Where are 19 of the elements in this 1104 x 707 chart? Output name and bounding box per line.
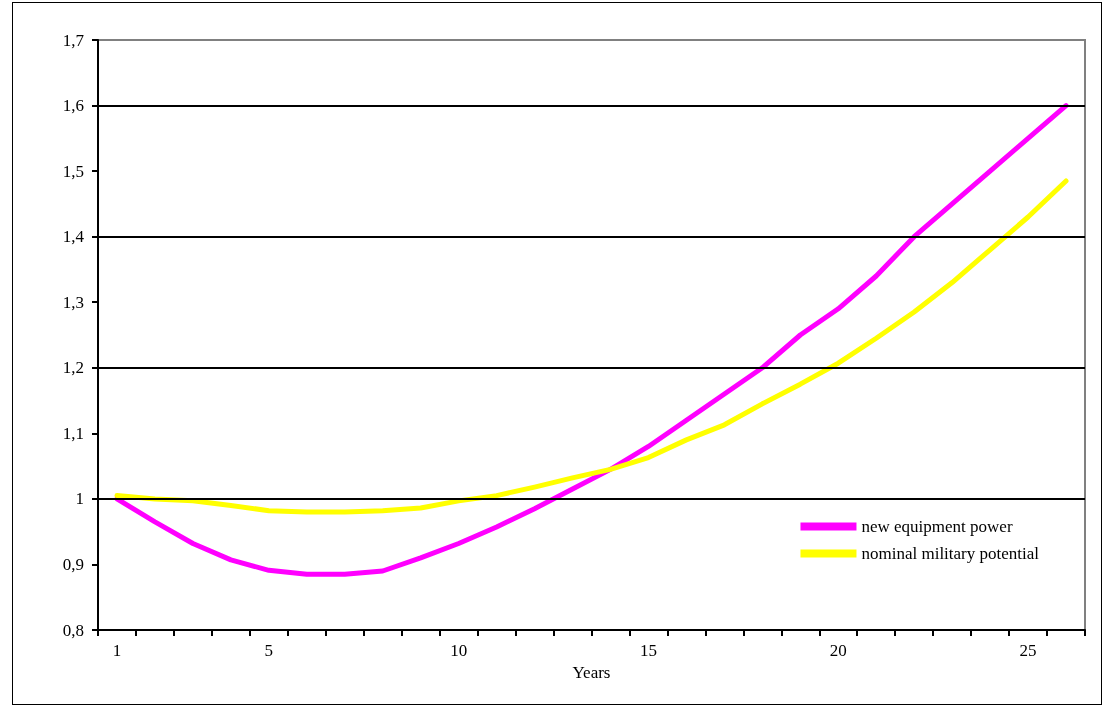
y-tick-label: 1 — [75, 489, 84, 509]
y-tick-label: 1,6 — [62, 96, 84, 116]
y-tick-label: 1,1 — [62, 423, 84, 443]
x-tick-label: 20 — [829, 641, 847, 660]
y-tick-label: 0,8 — [62, 620, 84, 640]
y-tick-label: 1,5 — [62, 161, 84, 181]
x-tick-label: 15 — [639, 641, 657, 660]
x-axis-title: Years — [572, 662, 611, 682]
legend-label: nominal military potential — [861, 544, 1040, 563]
y-tick-label: 0,9 — [62, 554, 84, 574]
x-tick-label: 1 — [112, 641, 122, 660]
x-tick-label: 10 — [450, 641, 468, 660]
y-tick-label: 1,4 — [62, 227, 85, 247]
y-tick-label: 1,3 — [62, 292, 84, 312]
y-tick-label: 1,2 — [62, 358, 84, 378]
x-tick-label: 5 — [264, 641, 274, 660]
legend-label: new equipment power — [861, 517, 1013, 536]
x-tick-label: 25 — [1019, 641, 1037, 660]
y-tick-label: 1,7 — [62, 30, 85, 50]
